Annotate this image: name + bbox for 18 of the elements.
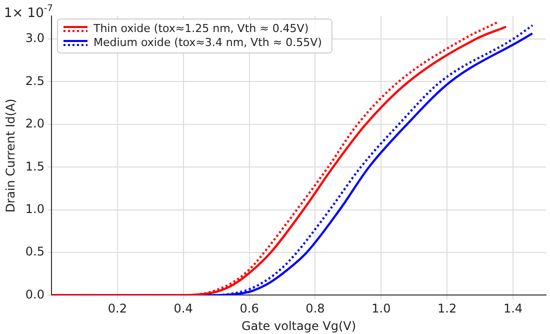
y-tick-label: 2.5 bbox=[25, 74, 44, 88]
y-tick-label: 2.0 bbox=[25, 116, 44, 131]
x-tick-label: 0.8 bbox=[306, 302, 325, 316]
x-axis-title: Gate voltage Vg(V) bbox=[241, 318, 356, 333]
x-tick-label: 0.6 bbox=[240, 302, 259, 316]
y-tick-label: 0.0 bbox=[25, 287, 44, 302]
y-tick-label: 3.0 bbox=[25, 31, 44, 46]
legend-label: Medium oxide (tox≈3.4 nm, Vth ≈ 0.55V) bbox=[93, 36, 322, 49]
x-tick-label: 0.4 bbox=[174, 302, 193, 316]
y-tick-label: 1.0 bbox=[25, 202, 44, 216]
x-tick-label: 0.2 bbox=[108, 302, 127, 316]
x-tick-label: 1.4 bbox=[503, 302, 523, 316]
x-tick-label: 1.2 bbox=[438, 302, 457, 316]
x-tick-label: 1.0 bbox=[372, 302, 391, 316]
y-tick-label: 1.5 bbox=[25, 159, 44, 174]
legend-label: Thin oxide (tox≈1.25 nm, Vth ≈ 0.45V) bbox=[92, 22, 309, 35]
y-axis-title: Drain Current Id(A) bbox=[3, 98, 18, 213]
y-tick-label: 0.5 bbox=[25, 244, 44, 259]
